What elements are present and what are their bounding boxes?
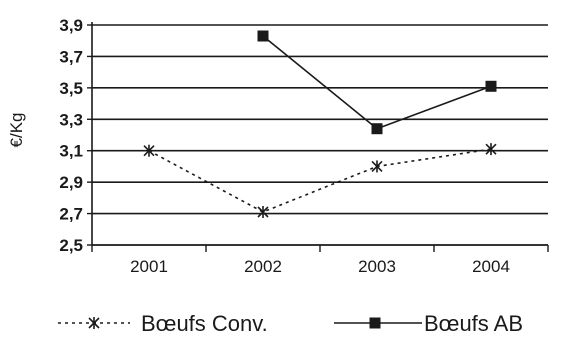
data-point-asterisk [143, 144, 155, 157]
y-tick-label: 3,3 [59, 110, 83, 129]
data-point-square [485, 80, 497, 92]
y-tick-labels: 2,5 2,7 2,9 3,1 3,3 3,5 3,7 3,9 [59, 16, 83, 255]
data-point-square [257, 30, 269, 42]
data-point-asterisk [371, 160, 383, 173]
axes [87, 22, 549, 252]
series-line [148, 148, 492, 213]
legend-marker-asterisk [88, 317, 100, 329]
series-line [262, 35, 492, 130]
series-boeufs-conv [143, 143, 497, 218]
x-tick-label: 2004 [472, 257, 510, 276]
y-tick-label: 3,5 [59, 79, 83, 98]
legend-label: Bœufs AB [424, 311, 523, 336]
y-tick-label: 2,7 [59, 205, 83, 224]
y-tick-label: 3,9 [59, 16, 83, 35]
y-tick-label: 3,7 [59, 47, 83, 66]
legend-label: Bœufs Conv. [141, 311, 268, 336]
x-tick-label: 2002 [244, 257, 282, 276]
data-point-asterisk [257, 206, 269, 218]
data-point-square [371, 123, 383, 135]
series [143, 30, 497, 218]
data-point-asterisk [485, 143, 497, 156]
x-tick-label: 2003 [358, 257, 396, 276]
legend-item-boeufs-ab: Bœufs AB [334, 311, 523, 336]
y-tick-label: 2,9 [59, 173, 83, 192]
legend-item-boeufs-conv: Bœufs Conv. [58, 311, 268, 336]
y-tick-label: 2,5 [59, 236, 83, 255]
legend-marker-square [369, 317, 381, 329]
grid-lines [92, 24, 548, 215]
y-tick-label: 3,1 [59, 142, 83, 161]
y-axis-label: €/Kg [7, 113, 26, 148]
x-tick-label: 2001 [130, 257, 168, 276]
legend: Bœufs Conv. Bœufs AB [58, 311, 523, 336]
x-tick-labels: 2001 2002 2003 2004 [130, 257, 510, 276]
series-boeufs-ab [257, 30, 497, 135]
